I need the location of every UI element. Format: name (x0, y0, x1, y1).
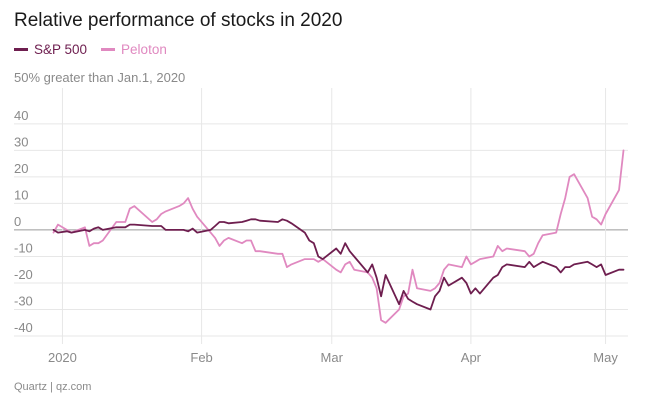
y-tick-label: 10 (14, 187, 28, 202)
legend-label-peloton: Peloton (121, 42, 167, 57)
legend-item-peloton: Peloton (101, 42, 167, 57)
y-tick-label: 30 (14, 134, 28, 149)
chart-title: Relative performance of stocks in 2020 (14, 10, 343, 31)
legend-swatch-sp500 (14, 48, 28, 51)
y-tick-label: -40 (14, 320, 33, 335)
y-tick-label: -30 (14, 294, 33, 309)
y-tick-label: 0 (14, 214, 21, 229)
y-tick-label: 20 (14, 161, 28, 176)
grid (14, 88, 628, 344)
x-tick-label: 2020 (48, 350, 77, 365)
legend-label-sp500: S&P 500 (34, 42, 88, 57)
series-line-peloton (52, 149, 625, 324)
legend: S&P 500 Peloton (14, 42, 181, 57)
legend-item-sp500: S&P 500 (14, 42, 87, 57)
x-tick-labels: 2020 Feb Mar Apr May (48, 350, 618, 365)
y-tick-labels: -40 -30 -20 -10 0 10 20 30 40 (14, 108, 33, 335)
source-note: Quartz | qz.com (14, 381, 92, 393)
series-lines (52, 149, 625, 324)
y-axis-label: 50% greater than Jan.1, 2020 (14, 70, 185, 85)
legend-swatch-peloton (101, 48, 116, 51)
x-tick-label: Apr (461, 350, 482, 365)
x-tick-label: Feb (190, 350, 212, 365)
x-tick-label: Mar (321, 350, 344, 365)
y-tick-label: -20 (14, 267, 33, 282)
x-tick-label: May (593, 350, 618, 365)
y-tick-label: 40 (14, 108, 28, 123)
series-line-sp500 (52, 218, 625, 311)
y-tick-label: -10 (14, 240, 33, 255)
